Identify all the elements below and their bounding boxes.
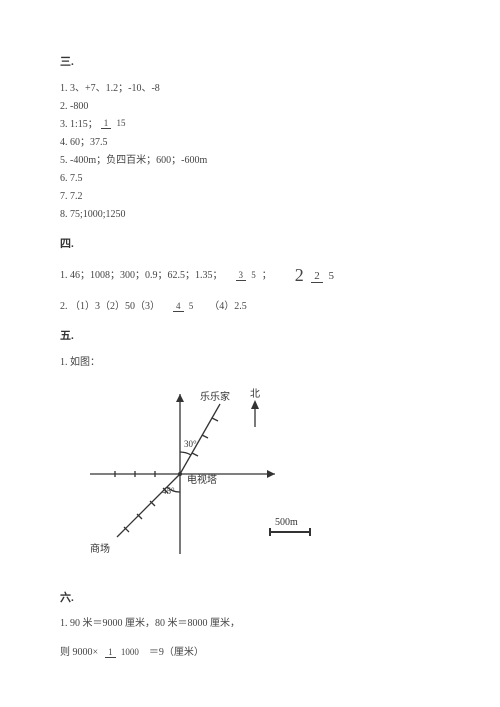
s4-line-2: 2. （1）3（2）50（3） 4 5 （4）2.5 [60, 299, 440, 314]
s4-l1-prefix: 1. 46；1008；300；0.9；62.5；1.35； [60, 268, 223, 283]
s3-item-3-prefix: 3. 1:15； [60, 117, 98, 132]
s6-line-2: 则 9000× 1 1000 ＝9（厘米） [60, 645, 440, 660]
frac-den: 5 [326, 271, 338, 282]
section-6-title: 六. [60, 590, 440, 607]
label-mall: 商场 [90, 542, 110, 555]
s3-item-5: 5. -400m；负四百米；600；-600m [60, 153, 440, 168]
diagram-map: 乐乐家 北 30° 45° 电视塔 商场 500m [80, 382, 440, 572]
frac-den: 5 [186, 302, 197, 311]
arrow-north-axis [176, 394, 184, 402]
s3-item-3: 3. 1:15； 1 15 [60, 117, 440, 132]
frac-num: 1 [101, 119, 112, 129]
arc-30 [180, 452, 191, 455]
fraction-3-5: 3 5 [236, 271, 259, 281]
arrow-east [267, 470, 275, 478]
frac-den: 5 [248, 271, 259, 280]
north-arrow-head [251, 400, 259, 409]
section-5-title: 五. [60, 328, 440, 345]
s4-l1-sep: ； [262, 268, 272, 283]
s3-item-8: 8. 75;1000;1250 [60, 207, 440, 222]
fraction-1-15: 1 15 [101, 119, 129, 129]
s4-l2-p1: 2. （1）3（2）50（3） [60, 299, 160, 314]
s6-line-1: 1. 90 米＝9000 厘米，80 米＝8000 厘米， [60, 616, 440, 631]
label-lele: 乐乐家 [200, 390, 230, 403]
section-4-title: 四. [60, 236, 440, 253]
frac-den: 1000 [118, 648, 142, 657]
s3-item-4: 4. 60；37.5 [60, 135, 440, 150]
label-30: 30° [184, 439, 197, 449]
frac-num: 1 [105, 648, 116, 658]
diagram-svg: 乐乐家 北 30° 45° 电视塔 商场 500m [80, 382, 330, 567]
mixed-whole: 2 [295, 262, 304, 289]
section-3-title: 三. [60, 54, 440, 71]
label-north: 北 [250, 388, 260, 400]
frac-den: 15 [114, 119, 129, 128]
s6-l2-p2: ＝9（厘米） [149, 645, 204, 660]
line-mall [117, 474, 180, 537]
s4-l2-p2: （4）2.5 [209, 299, 247, 314]
label-tower: 电视塔 [187, 473, 217, 486]
fraction-1-1000: 1 1000 [105, 648, 142, 658]
s3-item-6: 6. 7.5 [60, 171, 440, 186]
s3-item-1: 1. 3、+7、1.2；-10、-8 [60, 81, 440, 96]
frac-num: 2 [311, 271, 323, 283]
frac-num: 4 [173, 302, 184, 312]
s3-item-2: 2. -800 [60, 99, 440, 114]
label-scale: 500m [275, 517, 298, 528]
frac-num: 3 [236, 271, 247, 281]
center-dot [178, 472, 182, 476]
s3-item-7: 7. 7.2 [60, 189, 440, 204]
mixed-frac: 2 5 [311, 271, 337, 283]
fraction-4-5: 4 5 [173, 302, 196, 312]
s4-line-1: 1. 46；1008；300；0.9；62.5；1.35； 3 5 ； 2 2 … [60, 262, 440, 289]
mixed-2-2-5: 2 2 5 [295, 262, 340, 289]
s6-l2-p1: 则 9000× [60, 645, 98, 660]
label-45: 45° [162, 486, 175, 496]
s5-line-1: 1. 如图： [60, 355, 440, 370]
